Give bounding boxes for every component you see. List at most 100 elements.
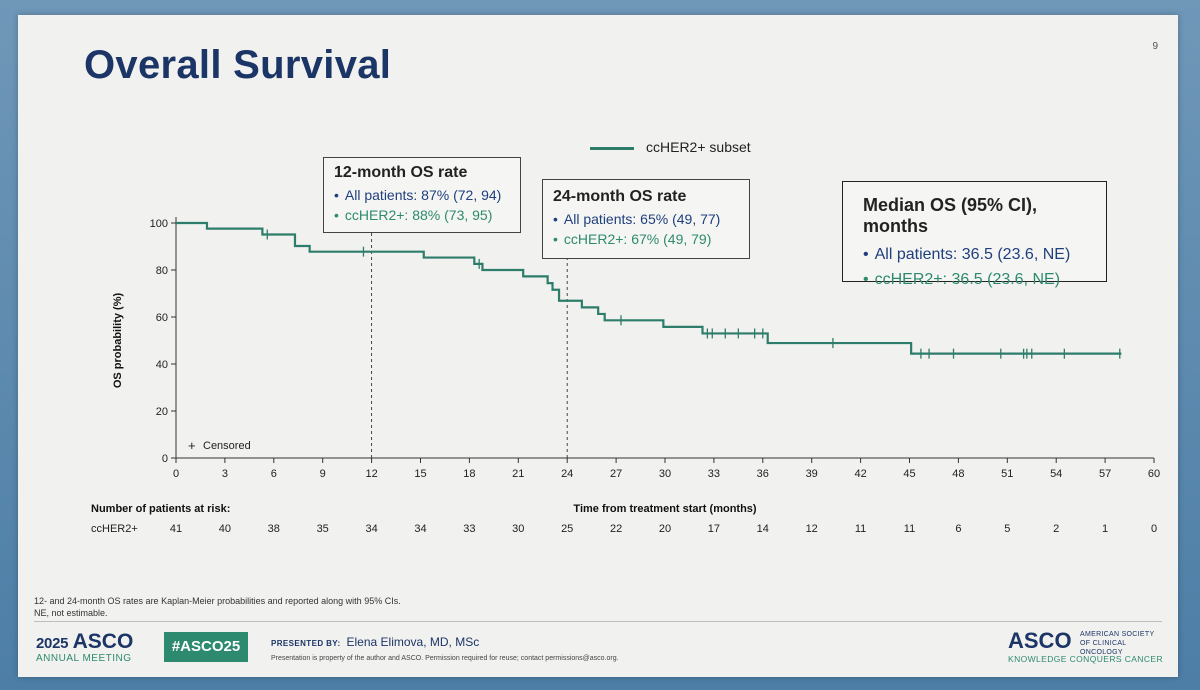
- x-tick-label: 42: [854, 468, 866, 480]
- censored-label: Censored: [203, 440, 251, 452]
- at-risk-value: 34: [414, 523, 426, 535]
- legend-label: ccHER2+ subset: [646, 139, 751, 155]
- median-os-header: Median OS (95% CI), months: [863, 195, 1038, 236]
- median-os-her2-text: ccHER2+: 36.5 (23.6, NE): [874, 271, 1061, 288]
- x-tick-label: 30: [659, 468, 671, 480]
- at-risk-value: 12: [806, 523, 818, 535]
- at-risk-value: 33: [463, 523, 475, 535]
- x-tick-label: 54: [1050, 468, 1062, 480]
- bullet-icon: •: [863, 246, 869, 263]
- asco-logo-text: ASCO: [1008, 628, 1072, 653]
- median-os-all-text: All patients: 36.5 (23.6, NE): [874, 246, 1071, 263]
- bullet-icon: •: [334, 207, 339, 223]
- asco-society-name: AMERICAN SOCIETY OF CLINICAL ONCOLOGY: [1080, 631, 1155, 656]
- x-tick-label: 33: [708, 468, 720, 480]
- at-risk-value: 25: [561, 523, 573, 535]
- bullet-icon: •: [334, 187, 339, 203]
- at-risk-group-label: ccHER2+: [91, 523, 138, 535]
- x-axis-label: Time from treatment start (months): [573, 503, 756, 515]
- os-12-month-box: 12-month OS rate • All patients: 87% (72,…: [323, 157, 521, 233]
- median-os-box: Median OS (95% CI), months • All patients…: [842, 181, 1107, 288]
- at-risk-value: 35: [317, 523, 329, 535]
- footnote-line-1: 12- and 24-month OS rates are Kaplan-Mei…: [34, 596, 401, 606]
- at-risk-value: 5: [1004, 523, 1010, 535]
- meeting-year: 2025: [36, 635, 69, 652]
- os-24-her2: • ccHER2+: 67% (49, 79): [553, 229, 741, 249]
- slide: Overall Survival 9 ccHER2+ subset 0 20 40 6…: [18, 15, 1178, 677]
- x-tick-label: 3: [222, 468, 228, 480]
- x-tick-label: 0: [173, 468, 179, 480]
- os-24-header: 24-month OS rate: [553, 188, 687, 205]
- at-risk-value: 30: [512, 523, 524, 535]
- meeting-sub: ANNUAL MEETING: [36, 653, 132, 664]
- x-tick-label: 27: [610, 468, 622, 480]
- meeting-org: ASCO: [72, 630, 134, 653]
- presented-by-label: PRESENTED BY:: [271, 639, 341, 648]
- y-tick-label: 80: [156, 265, 168, 277]
- x-tick-label: 39: [806, 468, 818, 480]
- os-24-her2-text: ccHER2+: 67% (49, 79): [563, 231, 712, 247]
- at-risk-title: Number of patients at risk:: [91, 503, 230, 515]
- x-tick-label: 15: [414, 468, 426, 480]
- os-12-her2: • ccHER2+: 88% (73, 95): [334, 205, 512, 225]
- chart-legend: ccHER2+ subset: [590, 139, 751, 155]
- x-tick-label: 12: [365, 468, 377, 480]
- asco-annual-meeting-logo: 2025 ASCO ANNUAL MEETING: [36, 630, 134, 664]
- at-risk-value: 17: [708, 523, 720, 535]
- os-24-month-box: 24-month OS rate • All patients: 65% (49,…: [542, 179, 750, 259]
- asco-tagline: KNOWLEDGE CONQUERS CANCER: [1008, 654, 1163, 664]
- x-tick-label: 57: [1099, 468, 1111, 480]
- x-tick-label: 9: [320, 468, 326, 480]
- asco-logo: ASCO AMERICAN SOCIETY OF CLINICAL ONCOLO…: [1008, 628, 1163, 664]
- footnote-line-2: NE, not estimable.: [34, 608, 108, 618]
- property-note: Presentation is property of the author a…: [271, 655, 619, 662]
- page-title: Overall Survival: [84, 43, 392, 87]
- median-os-her2: • ccHER2+: 36.5 (23.6, NE): [863, 267, 1096, 292]
- at-risk-value: 11: [904, 523, 915, 535]
- x-tick-label: 6: [271, 468, 277, 480]
- at-risk-value: 2: [1053, 523, 1059, 535]
- km-curve: [176, 221, 1122, 355]
- bullet-icon: •: [553, 231, 558, 247]
- os-12-her2-text: ccHER2+: 88% (73, 95): [344, 207, 493, 223]
- legend-swatch: [590, 146, 634, 150]
- presented-by: PRESENTED BY: Elena Elimova, MD, MSc: [271, 635, 479, 649]
- at-risk-value: 11: [855, 523, 866, 535]
- at-risk-value: 6: [955, 523, 961, 535]
- x-tick-label: 18: [463, 468, 475, 480]
- bullet-icon: •: [863, 271, 869, 288]
- footer-divider: [34, 621, 1162, 622]
- os-24-all: • All patients: 65% (49, 77): [553, 209, 741, 229]
- y-axis-label: OS probability (%): [112, 292, 124, 388]
- at-risk-value: 34: [365, 523, 377, 535]
- at-risk-value: 41: [170, 523, 182, 535]
- x-tick-label: 21: [512, 468, 524, 480]
- y-tick-label: 0: [162, 453, 168, 465]
- x-tick-label: 36: [757, 468, 769, 480]
- x-tick-label: 45: [903, 468, 915, 480]
- x-tick-label: 51: [1001, 468, 1013, 480]
- at-risk-value: 22: [610, 523, 622, 535]
- footnote: 12- and 24-month OS rates are Kaplan-Mei…: [34, 595, 401, 619]
- os-12-all-text: All patients: 87% (72, 94): [344, 187, 502, 203]
- os-24-all-text: All patients: 65% (49, 77): [563, 211, 721, 227]
- y-tick-label: 40: [156, 359, 168, 371]
- median-os-all: • All patients: 36.5 (23.6, NE): [863, 242, 1096, 267]
- bullet-icon: •: [553, 211, 558, 227]
- y-tick-label: 60: [156, 312, 168, 324]
- at-risk-value: 20: [659, 523, 671, 535]
- hashtag-badge: #ASCO25: [164, 632, 248, 662]
- os-12-all: • All patients: 87% (72, 94): [334, 185, 512, 205]
- at-risk-value: 38: [268, 523, 280, 535]
- y-tick-label: 20: [156, 406, 168, 418]
- censored-symbol: +: [188, 438, 196, 453]
- at-risk-value: 40: [219, 523, 231, 535]
- x-tick-label: 48: [952, 468, 964, 480]
- at-risk-value: 1: [1102, 523, 1108, 535]
- y-tick-label: 100: [150, 218, 168, 230]
- page-number: 9: [1152, 41, 1158, 52]
- presenter-name: Elena Elimova, MD, MSc: [346, 635, 480, 649]
- x-tick-label: 24: [561, 468, 573, 480]
- x-tick-label: 60: [1148, 468, 1160, 480]
